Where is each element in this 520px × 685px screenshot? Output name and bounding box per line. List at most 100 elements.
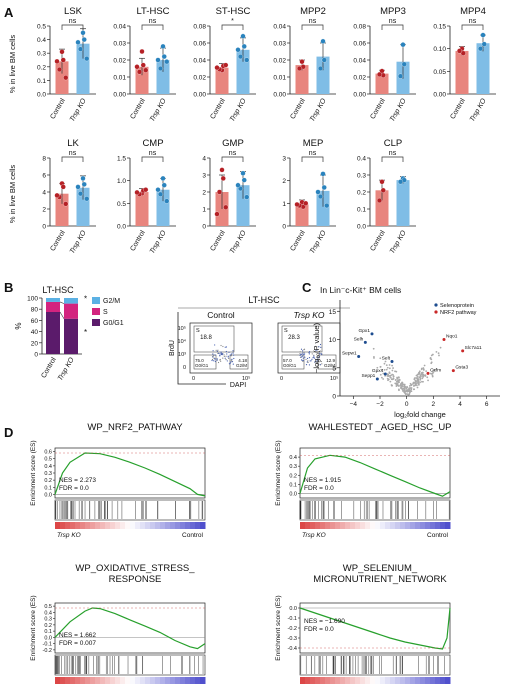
rank-gradient-cell xyxy=(335,677,341,684)
y-tick-label: 0.4 xyxy=(37,37,46,44)
data-point xyxy=(60,57,66,63)
flow-event xyxy=(225,359,227,361)
rank-gradient-cell xyxy=(385,522,391,529)
volcano-point xyxy=(414,380,417,383)
segment-g0g1 xyxy=(64,318,78,354)
flow-event xyxy=(213,360,215,362)
rank-gradient-cell xyxy=(435,677,441,684)
highlight-point xyxy=(390,360,394,364)
panel-label-b: B xyxy=(4,280,13,295)
flow-x-label: DAPI xyxy=(230,382,246,389)
flow-event xyxy=(212,355,214,357)
hit-frame xyxy=(299,654,451,676)
data-point xyxy=(380,187,386,193)
es-y-tick-label: -0.2 xyxy=(43,648,52,654)
highlight-point xyxy=(383,372,387,376)
data-point xyxy=(240,33,246,39)
panel-label-d: D xyxy=(4,425,13,440)
volcano-point xyxy=(421,371,424,374)
volcano-x-label: log₂fold change xyxy=(394,410,446,419)
flow-event xyxy=(216,359,218,361)
rank-gradient-cell xyxy=(175,677,181,684)
flow-event xyxy=(231,360,233,362)
flow-event xyxy=(222,357,224,359)
volcano-point xyxy=(373,357,375,359)
flow-event xyxy=(313,356,315,358)
y-tick-label: 0.00 xyxy=(353,92,366,99)
es-y-tick-label: 0.5 xyxy=(44,457,52,463)
data-point xyxy=(480,32,486,38)
flow-event xyxy=(213,358,215,360)
es-y-tick-label: 0.0 xyxy=(44,492,52,498)
chart-title: LT-HSC xyxy=(136,6,169,17)
data-point xyxy=(54,58,60,64)
flow-event xyxy=(302,354,305,356)
rank-gradient-cell xyxy=(400,677,406,684)
rank-gradient-cell xyxy=(430,522,436,529)
rank-gradient-cell xyxy=(105,677,111,684)
g2m-gate-label: G2/M xyxy=(324,363,335,368)
data-point xyxy=(160,175,166,181)
es-y-tick-label: 0.3 xyxy=(44,617,52,623)
rank-gradient-cell xyxy=(85,677,91,684)
volcano-point xyxy=(435,367,438,370)
flow-event xyxy=(230,353,232,355)
rank-gradient-cell xyxy=(380,522,386,529)
volcano-point xyxy=(387,379,389,382)
bar-ko xyxy=(316,56,330,94)
x-tick-label: Trsp KO xyxy=(389,229,408,255)
rank-left-label: Trsp KO xyxy=(302,532,326,539)
data-point xyxy=(80,175,86,181)
flow-event xyxy=(304,353,306,355)
rank-gradient-cell xyxy=(165,522,171,529)
g0g1-percent: 75.0 xyxy=(195,358,204,363)
panel-c: In Lin⁻c-Kit⁺ BM cells −4 −2 0 2 4 6 0 5 10 15 log₂… xyxy=(312,285,500,419)
es-y-tick-label: 0.4 xyxy=(289,455,297,461)
data-point xyxy=(134,189,140,196)
volcano-point xyxy=(401,383,404,386)
volcano-point xyxy=(408,389,411,391)
data-point xyxy=(75,184,81,190)
rank-gradient-cell xyxy=(125,677,131,684)
es-y-tick-label: 0.0 xyxy=(289,491,297,497)
bar-control xyxy=(135,192,149,226)
volcano-point xyxy=(421,373,424,376)
flow-event xyxy=(308,352,310,354)
data-point xyxy=(81,37,87,43)
data-point xyxy=(235,47,241,53)
flow-event xyxy=(309,360,311,362)
rank-gradient-cell xyxy=(65,522,71,529)
flow-event xyxy=(301,350,304,352)
significance-label: ns xyxy=(309,150,317,157)
significance-bracket xyxy=(381,24,404,30)
flow-event xyxy=(220,353,222,356)
volcano-point xyxy=(417,383,420,386)
flow-y-tick: 10³ xyxy=(178,352,186,358)
data-point xyxy=(220,175,226,181)
rank-gradient-cell xyxy=(105,522,111,529)
y-tick-label: 0.1 xyxy=(37,78,46,85)
es-y-label: Enrichment score (ES) xyxy=(275,595,282,660)
flow-event xyxy=(218,352,220,354)
flow-event xyxy=(320,352,322,355)
significance-label: ns xyxy=(229,150,237,157)
flow-plot-label: Trsp KO xyxy=(293,310,324,320)
flow-event xyxy=(233,354,235,356)
rank-gradient-cell xyxy=(65,677,71,684)
bar-ko xyxy=(316,190,330,226)
stack-x-label: Trsp KO xyxy=(57,356,76,382)
es-curve xyxy=(54,607,206,650)
volcano-point xyxy=(425,370,428,373)
data-point xyxy=(60,184,66,190)
highlight-point xyxy=(461,349,465,353)
rank-gradient-cell xyxy=(395,522,401,529)
y-tick-label: 0 xyxy=(202,224,206,231)
volcano-point xyxy=(389,380,392,383)
data-point xyxy=(63,201,69,207)
rank-gradient-cell xyxy=(340,677,346,684)
rank-gradient-cell xyxy=(80,522,86,529)
chart-title: MPP4 xyxy=(460,6,486,17)
significance-bracket xyxy=(301,156,324,162)
volcano-point xyxy=(431,374,434,377)
rank-gradient-cell xyxy=(350,522,356,529)
